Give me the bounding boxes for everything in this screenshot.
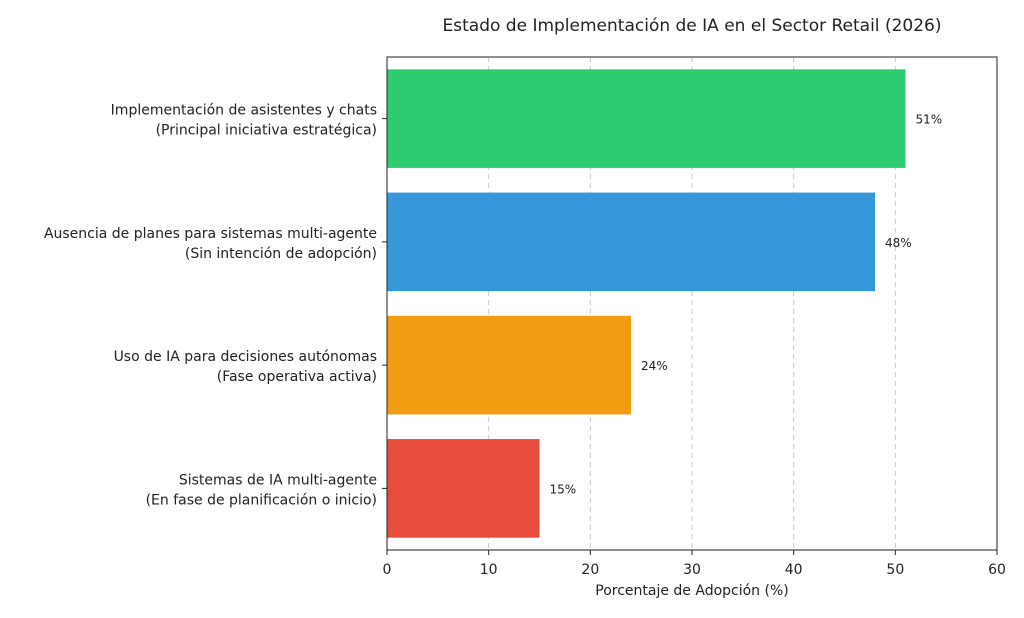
x-axis-label: Porcentaje de Adopción (%) bbox=[595, 583, 788, 599]
x-tick-label: 40 bbox=[785, 562, 803, 578]
bar bbox=[387, 192, 875, 292]
data-label: 15% bbox=[550, 482, 577, 496]
x-tick-label: 10 bbox=[480, 562, 498, 578]
y-tick-label: Sistemas de IA multi-agente bbox=[179, 472, 377, 488]
bars: 51% 48% 24% 15% bbox=[387, 69, 943, 538]
x-tick-label: 0 bbox=[383, 562, 392, 578]
y-tick-label: (Sin intención de adopción) bbox=[185, 246, 377, 262]
y-tick-label: (Fase operativa activa) bbox=[217, 369, 377, 385]
data-label: 51% bbox=[916, 113, 943, 127]
y-tick-label: (Principal iniciativa estratégica) bbox=[156, 123, 377, 139]
y-axis-labels: Implementación de asistentes y chats (Pri… bbox=[44, 103, 387, 508]
bar bbox=[387, 69, 906, 168]
x-tick-label: 30 bbox=[683, 562, 701, 578]
y-tick-label: Implementación de asistentes y chats bbox=[111, 103, 377, 119]
bar bbox=[387, 439, 540, 538]
data-label: 48% bbox=[885, 236, 912, 250]
x-tick-label: 60 bbox=[988, 562, 1006, 578]
y-tick-label: (En fase de planificación o inicio) bbox=[146, 492, 377, 508]
y-tick-label: Uso de IA para decisiones autónomas bbox=[114, 349, 377, 365]
chart-title: Estado de Implementación de IA en el Sec… bbox=[443, 16, 942, 36]
x-tick-label: 50 bbox=[886, 562, 904, 578]
data-label: 24% bbox=[641, 359, 668, 373]
x-tick-label: 20 bbox=[581, 562, 599, 578]
y-tick-label: Ausencia de planes para sistemas multi-a… bbox=[44, 226, 377, 242]
x-axis-ticks: 0 10 20 30 40 50 60 bbox=[383, 550, 1006, 578]
bar bbox=[387, 315, 631, 415]
